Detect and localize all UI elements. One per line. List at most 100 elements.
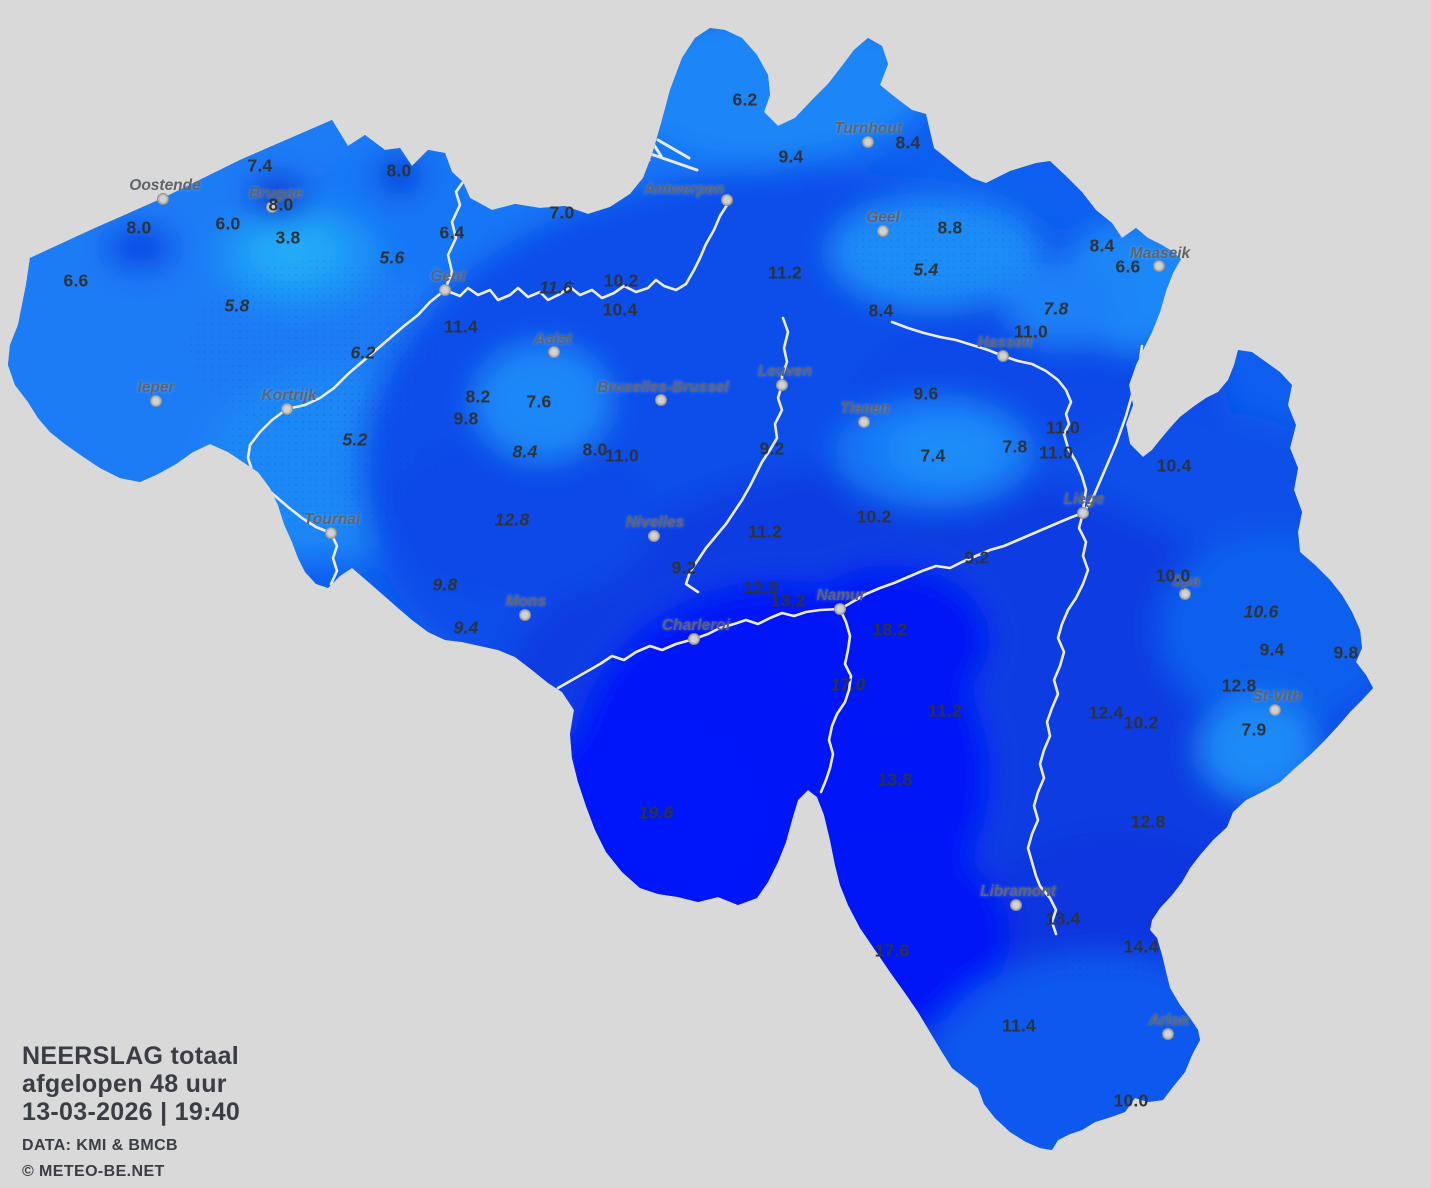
city-dot — [1010, 899, 1022, 911]
precip-value-label: 11.2 — [768, 262, 802, 283]
precip-value-label: 11.2 — [748, 521, 782, 542]
precip-value-label: 11.2 — [928, 700, 962, 721]
city-label: Bruxelles-Brussel — [597, 379, 729, 396]
city-label: Gent — [430, 268, 466, 285]
precip-value-label: 10.0 — [1113, 1090, 1149, 1111]
precip-value-label: 8.0 — [582, 439, 608, 460]
precip-value-label: 7.6 — [526, 391, 552, 412]
precip-value-label: 8.0 — [268, 194, 294, 215]
city-dot — [150, 395, 162, 407]
map-title-line2: afgelopen 48 uur — [22, 1070, 227, 1098]
city-label: Mons — [505, 593, 547, 610]
precip-value-label: 7.4 — [247, 155, 273, 176]
city-label: Spa — [1171, 573, 1201, 590]
precip-value-label: 10.0 — [1155, 565, 1191, 586]
city-dot — [858, 416, 870, 428]
city-dot — [1269, 704, 1281, 716]
city-dot — [862, 136, 874, 148]
precip-value-label: 10.2 — [603, 270, 639, 291]
city-dot — [721, 194, 733, 206]
precip-value-label: 5.6 — [379, 247, 405, 268]
city-label: Geel — [866, 209, 900, 226]
city-label: Brugge — [248, 185, 304, 202]
precip-value-label: 9.4 — [1259, 639, 1285, 660]
precip-value-label: 8.0 — [126, 217, 152, 238]
city-label: Ieper — [137, 379, 175, 396]
precip-value-label: 17.0 — [830, 674, 866, 695]
city-label: Charleroi — [661, 617, 731, 634]
precip-value-label: 10.6 — [1243, 601, 1279, 622]
precip-value-label: 7.8 — [1043, 298, 1069, 319]
city-label: Aalst — [534, 331, 572, 348]
map-title-line1: NEERSLAG totaal — [22, 1042, 240, 1070]
city-dot — [834, 603, 846, 615]
precip-value-label: 11.0 — [605, 445, 639, 466]
city-dot — [776, 379, 788, 391]
precip-value-label: 11.6 — [539, 277, 573, 298]
precip-value-label: 6.4 — [439, 222, 465, 243]
precip-value-label: 8.2 — [465, 386, 491, 407]
city-dot — [997, 350, 1009, 362]
city-dot — [655, 394, 667, 406]
precip-value-label: 6.0 — [215, 213, 241, 234]
precip-value-label: 9.6 — [913, 383, 939, 404]
precip-value-label: 9.4 — [778, 146, 804, 167]
precip-value-label: 5.4 — [913, 259, 939, 280]
city-dot — [325, 527, 337, 539]
precip-value-label: 9.4 — [453, 617, 479, 638]
precip-value-label: 5.2 — [342, 429, 368, 450]
city-dot — [1179, 588, 1191, 600]
map-title-datetime: 13-03-2026 | 19:40 — [22, 1098, 241, 1126]
precip-value-label: 11.4 — [1002, 1015, 1036, 1036]
precip-value-label: 12.8 — [494, 509, 530, 530]
city-dot — [1162, 1028, 1174, 1040]
precip-value-label: 8.0 — [386, 160, 412, 181]
precip-value-label: 11.0 — [1014, 321, 1048, 342]
city-dot — [688, 633, 700, 645]
precip-value-label: 11.0 — [1046, 417, 1080, 438]
city-label: Namur — [816, 587, 866, 604]
city-dot — [157, 193, 169, 205]
city-label: Hasselt — [977, 334, 1033, 351]
data-source-credit: DATA: KMI & BMCB — [22, 1137, 179, 1154]
precip-value-label: 13.2 — [770, 590, 806, 611]
city-label: Liège — [1063, 491, 1105, 508]
city-label: Tienen — [840, 400, 890, 417]
city-dot — [266, 201, 278, 213]
copyright-credit: © METEO-BE.NET — [22, 1163, 165, 1180]
precip-value-label: 12.8 — [1130, 811, 1166, 832]
precip-value-label: 5.8 — [224, 295, 250, 316]
city-label: Arlon — [1148, 1012, 1190, 1029]
rivers — [246, 180, 1144, 936]
precip-value-label: 12.4 — [1088, 702, 1124, 723]
precip-value-label: 7.8 — [1002, 436, 1028, 457]
precip-value-label: 9.8 — [432, 574, 458, 595]
precip-value-label: 10.4 — [1156, 455, 1192, 476]
precip-value-label: 10.4 — [602, 299, 638, 320]
precip-value-label: 18.2 — [872, 619, 908, 640]
city-label: Libramont — [980, 883, 1056, 900]
precip-value-label: 11.0 — [1039, 442, 1073, 463]
precip-value-label: 7.0 — [549, 202, 575, 223]
precip-value-label: 14.4 — [1123, 936, 1159, 957]
precip-value-label: 12.8 — [743, 577, 779, 598]
precip-value-label: 12.8 — [1221, 675, 1257, 696]
precip-value-label: 9.2 — [964, 547, 990, 568]
precip-value-label: 11.4 — [444, 316, 478, 337]
city-label: Maaseik — [1129, 245, 1191, 262]
precip-value-label: 7.9 — [1241, 719, 1267, 740]
precip-value-label: 6.2 — [350, 342, 376, 363]
city-label: St-Vith — [1252, 688, 1302, 705]
title-block: NEERSLAG totaal afgelopen 48 uur 13-03-2… — [22, 1042, 240, 1185]
precip-value-label: 6.6 — [63, 270, 89, 291]
city-dot — [648, 530, 660, 542]
city-dot — [1153, 260, 1165, 272]
city-label: Kortrijk — [261, 387, 317, 404]
precip-value-label: 9.8 — [453, 408, 479, 429]
city-label: Tournai — [303, 511, 361, 528]
city-label: Oostende — [129, 177, 201, 194]
precip-value-label: 17.6 — [874, 940, 910, 961]
